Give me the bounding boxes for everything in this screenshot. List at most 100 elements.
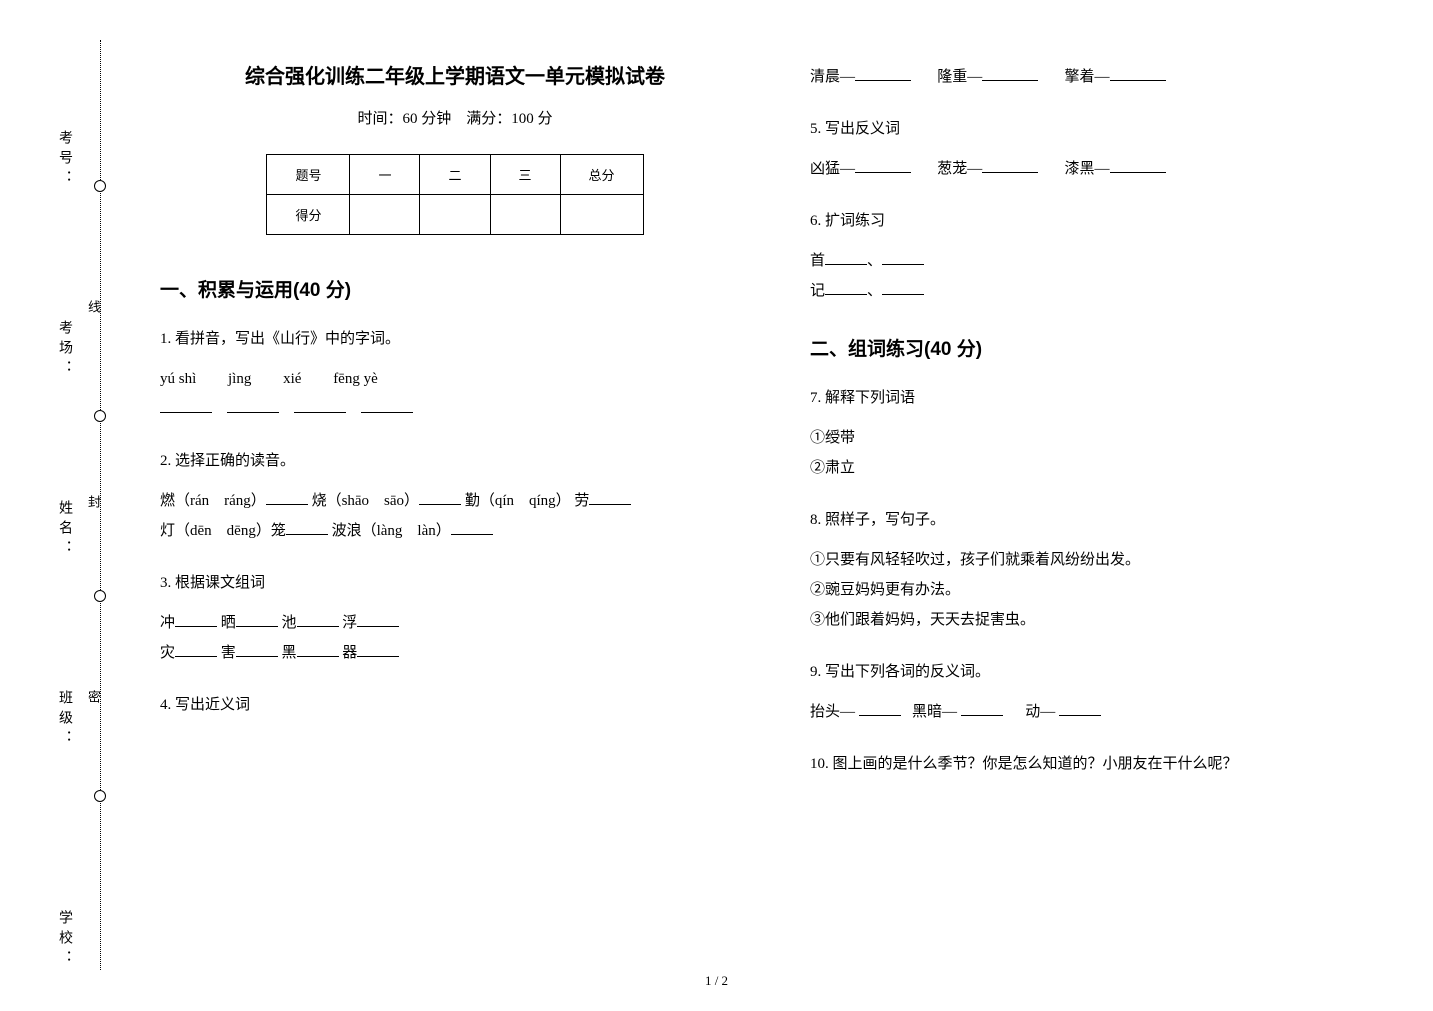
blank[interactable] (961, 701, 1003, 716)
q2-line1: 燃（rán ráng） 烧（shāo sāo） 勤（qín qíng） 劳 (160, 486, 750, 516)
fold-circle (94, 790, 106, 802)
q4-item: 擎着— (1065, 69, 1110, 85)
score-cell (560, 195, 643, 235)
exam-subtitle: 时间：60 分钟 满分：100 分 (160, 107, 750, 128)
q6-row2: 记、 (810, 276, 1400, 306)
q3-item: 浮 (342, 615, 357, 631)
q5: 5. 写出反义词 凶猛— 葱茏— 漆黑— (810, 114, 1400, 184)
blank[interactable] (982, 66, 1038, 81)
blank[interactable] (1110, 158, 1166, 173)
q3-head: 3. 根据课文组词 (160, 568, 750, 598)
q6: 6. 扩词练习 首、 记、 (810, 206, 1400, 306)
blank[interactable] (297, 642, 339, 657)
q5-item: 葱茏— (937, 161, 982, 177)
blank[interactable] (825, 250, 867, 265)
q3-item: 晒 (221, 615, 236, 631)
q6-head: 6. 扩词练习 (810, 206, 1400, 236)
score-head: 二 (420, 155, 490, 195)
fold-mark-xian: 线 (84, 300, 103, 323)
section2-heading: 二、组词练习(40 分) (810, 334, 1400, 361)
q5-items: 凶猛— 葱茏— 漆黑— (810, 154, 1400, 184)
q4-head: 4. 写出近义词 (160, 690, 750, 720)
blank[interactable] (982, 158, 1038, 173)
q3-item: 池 (282, 615, 297, 631)
q10: 10. 图上画的是什么季节？你是怎么知道的？小朋友在干什么呢？ (810, 749, 1400, 779)
blank[interactable] (286, 520, 328, 535)
q2-head: 2. 选择正确的读音。 (160, 446, 750, 476)
score-head-row: 题号 一 二 三 总分 (267, 155, 643, 195)
blank[interactable] (266, 490, 308, 505)
q2-item: 灯（dēn dēng）笼 (160, 523, 286, 539)
blank[interactable] (297, 612, 339, 627)
q8-item: ②豌豆妈妈更有办法。 (810, 575, 1400, 605)
blank[interactable] (882, 250, 924, 265)
q5-item: 漆黑— (1065, 161, 1110, 177)
q1-pinyin-item: jìng (228, 364, 251, 394)
exam-title: 综合强化训练二年级上学期语文一单元模拟试卷 (160, 60, 750, 89)
q3-item: 黑 (282, 645, 297, 661)
q4-items: 清晨— 隆重— 擎着— (810, 62, 1400, 92)
margin-label-school: 学校： (54, 910, 74, 970)
left-column: 综合强化训练二年级上学期语文一单元模拟试卷 时间：60 分钟 满分：100 分 … (160, 60, 750, 801)
q7-item: ①绶带 (810, 423, 1400, 453)
fold-mark-mi: 密 (84, 690, 103, 713)
page-number: 1 / 2 (705, 973, 728, 989)
blank[interactable] (236, 612, 278, 627)
blank[interactable] (855, 66, 911, 81)
q6-item: 首 (810, 253, 825, 269)
blank[interactable] (882, 280, 924, 295)
score-cell: 得分 (267, 195, 350, 235)
q4-item: 隆重— (937, 69, 982, 85)
blank[interactable] (227, 398, 279, 413)
score-cell (420, 195, 490, 235)
blank[interactable] (236, 642, 278, 657)
q8-item: ③他们跟着妈妈，天天去捉害虫。 (810, 605, 1400, 635)
q3-item: 害 (221, 645, 236, 661)
score-head: 一 (350, 155, 420, 195)
blank[interactable] (451, 520, 493, 535)
score-head: 题号 (267, 155, 350, 195)
fold-circle (94, 590, 106, 602)
q6-item: 记 (810, 283, 825, 299)
q2-item: 劳 (574, 493, 589, 509)
q2-item: 波浪（làng làn） (332, 523, 451, 539)
blank[interactable] (294, 398, 346, 413)
q3-row1: 冲 晒 池 浮 (160, 608, 750, 638)
q3-item: 灾 (160, 645, 175, 661)
q2-item: 烧（shāo sāo） (312, 493, 420, 509)
blank[interactable] (175, 612, 217, 627)
blank[interactable] (357, 642, 399, 657)
q4-item: 清晨— (810, 69, 855, 85)
q7-item: ②肃立 (810, 453, 1400, 483)
fold-circle (94, 180, 106, 192)
blank[interactable] (1110, 66, 1166, 81)
right-column: 清晨— 隆重— 擎着— 5. 写出反义词 凶猛— 葱茏— 漆黑— 6. 扩词练习… (810, 60, 1400, 801)
blank[interactable] (361, 398, 413, 413)
q1-blanks (160, 394, 750, 424)
fold-mark-feng: 封 (84, 495, 103, 518)
score-cell (350, 195, 420, 235)
q8-item: ①只要有风轻轻吹过，孩子们就乘着风纷纷出发。 (810, 545, 1400, 575)
blank[interactable] (589, 490, 631, 505)
q5-item: 凶猛— (810, 161, 855, 177)
margin-label-name: 姓名： (54, 500, 74, 560)
q6-row1: 首、 (810, 246, 1400, 276)
margin-label-room: 考场： (54, 320, 74, 380)
binding-margin: 考号： 考场： 姓名： 班级： 学校： 线 封 密 (0, 0, 120, 1011)
q9-item: 抬头— (810, 704, 855, 720)
margin-label-examno: 考号： (54, 130, 74, 190)
blank[interactable] (855, 158, 911, 173)
score-row: 得分 (267, 195, 643, 235)
q1: 1. 看拼音，写出《山行》中的字词。 yú shì jìng xié fēng … (160, 324, 750, 424)
blank[interactable] (175, 642, 217, 657)
blank[interactable] (859, 701, 901, 716)
blank[interactable] (419, 490, 461, 505)
q7-head: 7. 解释下列词语 (810, 383, 1400, 413)
blank[interactable] (825, 280, 867, 295)
blank[interactable] (357, 612, 399, 627)
blank[interactable] (160, 398, 212, 413)
blank[interactable] (1059, 701, 1101, 716)
q9-items: 抬头— 黑暗— 动— (810, 697, 1400, 727)
q3-item: 器 (342, 645, 357, 661)
q7: 7. 解释下列词语 ①绶带 ②肃立 (810, 383, 1400, 483)
